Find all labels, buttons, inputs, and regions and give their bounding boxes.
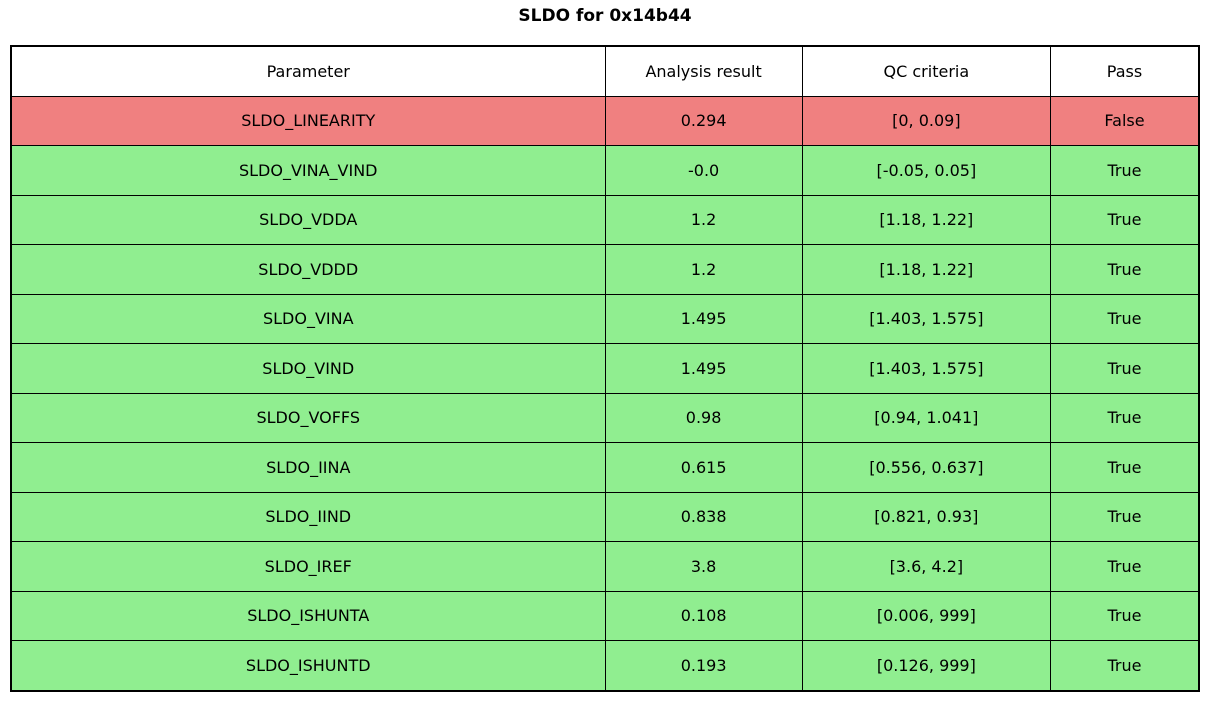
cell-parameter: SLDO_VINA (10, 293, 606, 344)
column-header-parameter: Parameter (10, 45, 606, 97)
cell-criteria: [0, 0.09] (801, 95, 1051, 146)
table-header-row: Parameter Analysis result QC criteria Pa… (10, 45, 1200, 97)
cell-parameter: SLDO_VINA_VIND (10, 145, 606, 196)
cell-pass: False (1049, 95, 1200, 146)
cell-result: 0.294 (604, 95, 803, 146)
table-row: SLDO_ISHUNTA 0.108 [0.006, 999] True (10, 590, 1200, 641)
cell-criteria: [0.006, 999] (801, 590, 1051, 641)
cell-parameter: SLDO_IREF (10, 541, 606, 592)
table-row: SLDO_LINEARITY 0.294 [0, 0.09] False (10, 95, 1200, 146)
cell-parameter: SLDO_IIND (10, 491, 606, 542)
cell-pass: True (1049, 442, 1200, 493)
table-body: SLDO_LINEARITY 0.294 [0, 0.09] False SLDO_VI… (10, 95, 1200, 691)
cell-criteria: [0.821, 0.93] (801, 491, 1051, 542)
cell-parameter: SLDO_VDDA (10, 194, 606, 245)
cell-pass: True (1049, 392, 1200, 443)
table-row: SLDO_VIND 1.495 [1.403, 1.575] True (10, 343, 1200, 394)
cell-parameter: SLDO_VIND (10, 343, 606, 394)
cell-result: 0.108 (604, 590, 803, 641)
cell-pass: True (1049, 145, 1200, 196)
cell-parameter: SLDO_VOFFS (10, 392, 606, 443)
cell-pass: True (1049, 640, 1200, 691)
column-header-pass: Pass (1049, 45, 1200, 97)
cell-criteria: [1.18, 1.22] (801, 194, 1051, 245)
cell-result: 0.98 (604, 392, 803, 443)
cell-result: 1.495 (604, 293, 803, 344)
cell-result: -0.0 (604, 145, 803, 196)
column-header-analysis-result: Analysis result (604, 45, 803, 97)
cell-pass: True (1049, 541, 1200, 592)
cell-result: 0.193 (604, 640, 803, 691)
cell-pass: True (1049, 491, 1200, 542)
cell-parameter: SLDO_ISHUNTD (10, 640, 606, 691)
cell-pass: True (1049, 244, 1200, 295)
table-row: SLDO_IINA 0.615 [0.556, 0.637] True (10, 442, 1200, 493)
cell-criteria: [1.403, 1.575] (801, 343, 1051, 394)
cell-parameter: SLDO_IINA (10, 442, 606, 493)
cell-result: 1.495 (604, 343, 803, 394)
cell-criteria: [1.18, 1.22] (801, 244, 1051, 295)
cell-pass: True (1049, 293, 1200, 344)
table-header: Parameter Analysis result QC criteria Pa… (10, 45, 1200, 97)
cell-criteria: [0.556, 0.637] (801, 442, 1051, 493)
cell-result: 0.615 (604, 442, 803, 493)
column-header-qc-criteria: QC criteria (801, 45, 1051, 97)
cell-pass: True (1049, 194, 1200, 245)
cell-parameter: SLDO_LINEARITY (10, 95, 606, 146)
table-row: SLDO_VDDA 1.2 [1.18, 1.22] True (10, 194, 1200, 245)
cell-criteria: [3.6, 4.2] (801, 541, 1051, 592)
table-row: SLDO_IREF 3.8 [3.6, 4.2] True (10, 541, 1200, 592)
cell-pass: True (1049, 590, 1200, 641)
table-row: SLDO_VINA_VIND -0.0 [-0.05, 0.05] True (10, 145, 1200, 196)
cell-pass: True (1049, 343, 1200, 394)
table-row: SLDO_VINA 1.495 [1.403, 1.575] True (10, 293, 1200, 344)
cell-criteria: [0.126, 999] (801, 640, 1051, 691)
qc-results-table: Parameter Analysis result QC criteria Pa… (10, 45, 1200, 692)
table-row: SLDO_ISHUNTD 0.193 [0.126, 999] True (10, 640, 1200, 691)
cell-criteria: [1.403, 1.575] (801, 293, 1051, 344)
cell-parameter: SLDO_VDDD (10, 244, 606, 295)
table-row: SLDO_IIND 0.838 [0.821, 0.93] True (10, 491, 1200, 542)
cell-result: 1.2 (604, 194, 803, 245)
cell-result: 0.838 (604, 491, 803, 542)
table-row: SLDO_VOFFS 0.98 [0.94, 1.041] True (10, 392, 1200, 443)
cell-criteria: [0.94, 1.041] (801, 392, 1051, 443)
page-title: SLDO for 0x14b44 (518, 6, 692, 26)
cell-result: 3.8 (604, 541, 803, 592)
cell-criteria: [-0.05, 0.05] (801, 145, 1051, 196)
cell-result: 1.2 (604, 244, 803, 295)
cell-parameter: SLDO_ISHUNTA (10, 590, 606, 641)
table-row: SLDO_VDDD 1.2 [1.18, 1.22] True (10, 244, 1200, 295)
